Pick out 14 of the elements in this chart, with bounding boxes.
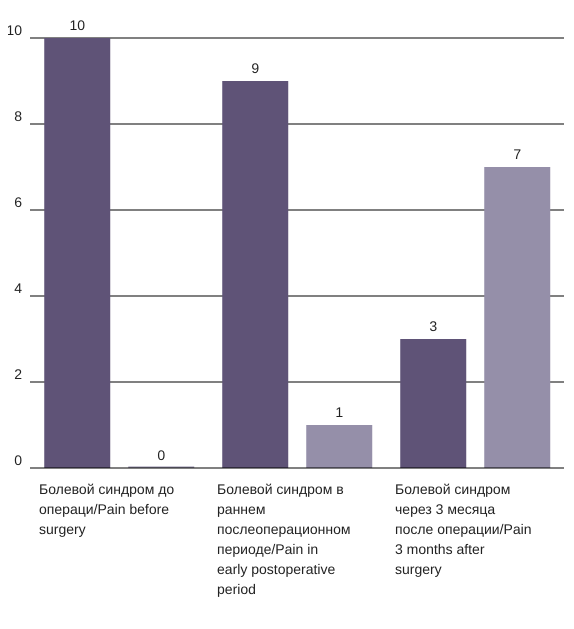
x-tick-label: Болевой синдром через 3 месяца после операции/Pain 3 months after surgery [395, 481, 532, 577]
x-tick-label: Болевой синдром до операци/Pain before surgery [39, 481, 174, 537]
y-tick-label: 6 [14, 194, 22, 210]
data-label: 9 [251, 60, 260, 76]
y-tick-label: 0 [14, 452, 22, 468]
y-tick-label: 2 [14, 366, 22, 382]
data-label: 3 [429, 318, 438, 334]
data-label: 7 [513, 146, 522, 162]
y-tick-label: 8 [14, 108, 22, 124]
data-label: 0 [157, 447, 166, 463]
data-label: 10 [69, 17, 86, 33]
data-label: 1 [335, 404, 344, 420]
x-tick-label: Болевой синдром в раннем послеоперационном периоде/Pain in early postoperative period [217, 481, 351, 597]
y-tick-label: 4 [14, 280, 22, 296]
